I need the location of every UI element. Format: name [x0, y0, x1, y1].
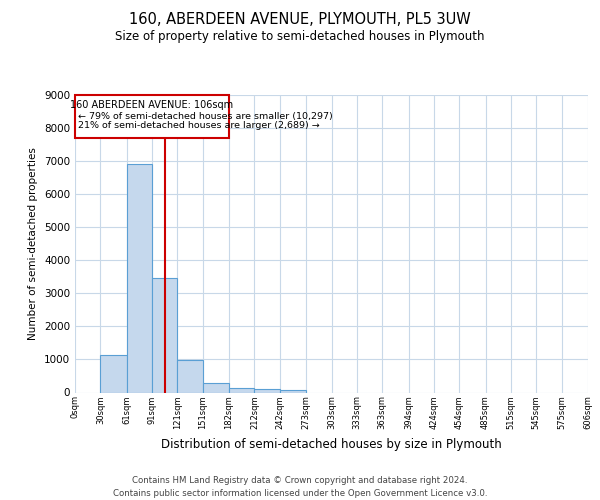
Text: 160, ABERDEEN AVENUE, PLYMOUTH, PL5 3UW: 160, ABERDEEN AVENUE, PLYMOUTH, PL5 3UW	[129, 12, 471, 28]
Text: 21% of semi-detached houses are larger (2,689) →: 21% of semi-detached houses are larger (…	[79, 122, 320, 130]
FancyBboxPatch shape	[75, 95, 229, 138]
Bar	[100, 355, 127, 393]
Text: Contains HM Land Registry data © Crown copyright and database right 2024.: Contains HM Land Registry data © Crown c…	[132, 476, 468, 485]
Bar	[178, 360, 203, 392]
Bar	[229, 388, 254, 392]
Bar	[203, 382, 229, 392]
Text: Contains public sector information licensed under the Open Government Licence v3: Contains public sector information licen…	[113, 489, 487, 498]
Y-axis label: Number of semi-detached properties: Number of semi-detached properties	[28, 148, 38, 340]
Text: Size of property relative to semi-detached houses in Plymouth: Size of property relative to semi-detach…	[115, 30, 485, 43]
Text: 160 ABERDEEN AVENUE: 106sqm: 160 ABERDEEN AVENUE: 106sqm	[70, 100, 233, 110]
Bar	[127, 164, 152, 392]
Bar	[152, 278, 178, 392]
Bar	[280, 390, 306, 392]
X-axis label: Distribution of semi-detached houses by size in Plymouth: Distribution of semi-detached houses by …	[161, 438, 502, 450]
Bar	[254, 389, 280, 392]
Text: ← 79% of semi-detached houses are smaller (10,297): ← 79% of semi-detached houses are smalle…	[79, 112, 333, 120]
